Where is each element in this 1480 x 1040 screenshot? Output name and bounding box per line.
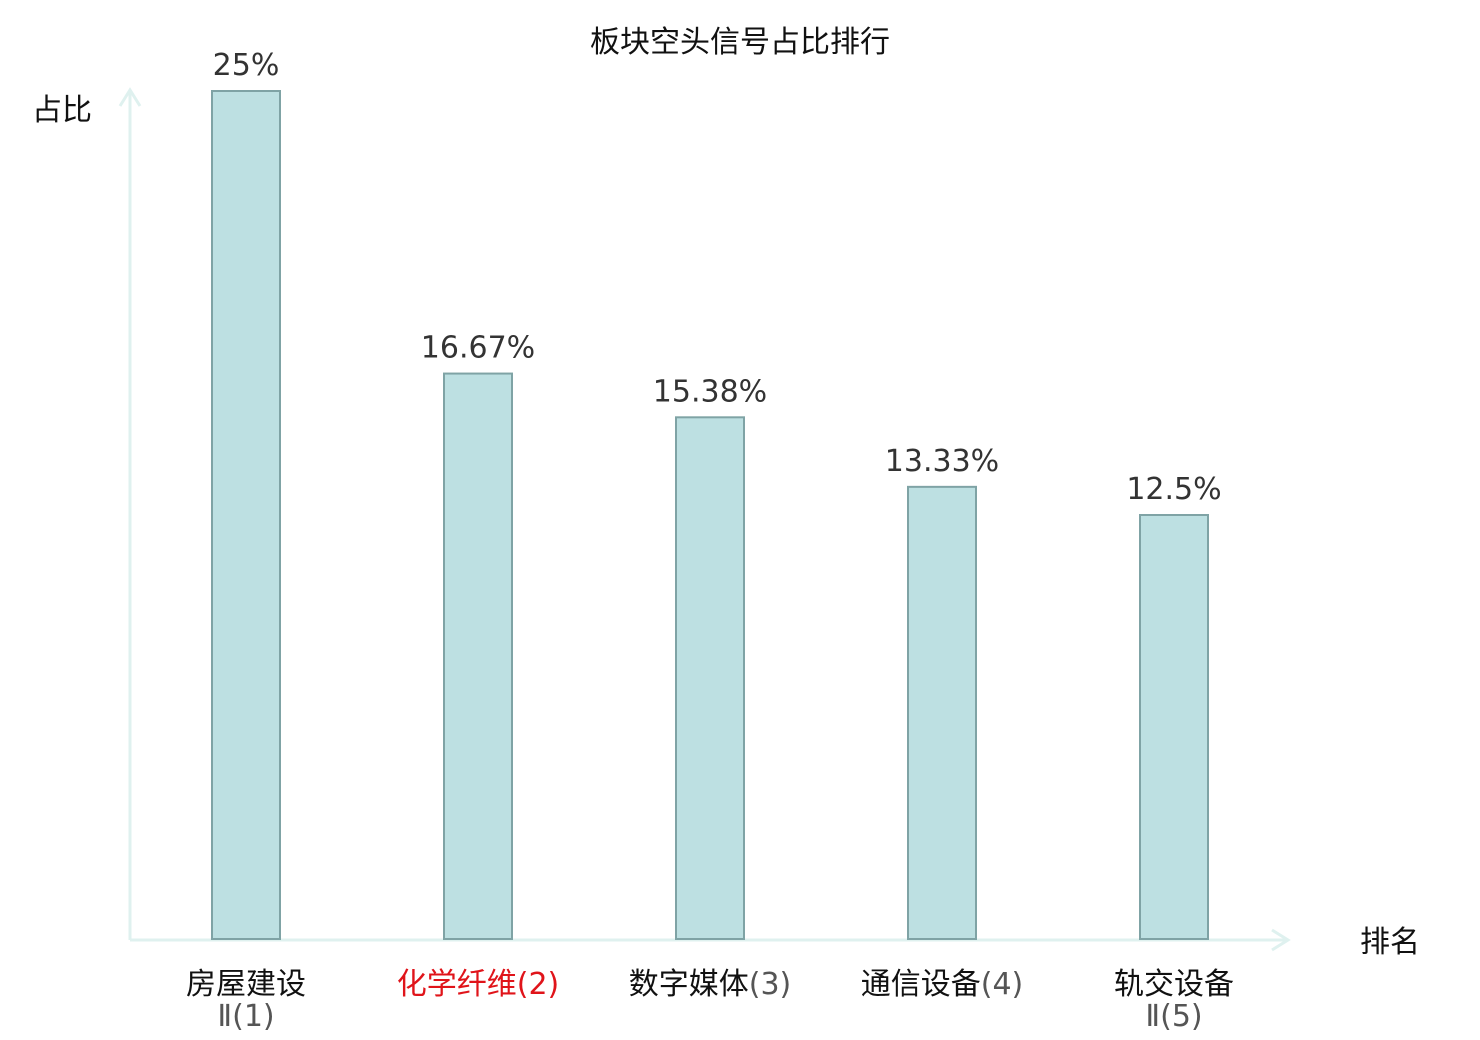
- bar-value-label: 13.33%: [885, 444, 999, 479]
- category-rank: Ⅱ(5): [1145, 999, 1202, 1034]
- x-tick-label: 化学纤维(2): [397, 967, 560, 1002]
- category-rank: (2): [517, 967, 560, 1002]
- category-name: 房屋建设: [186, 967, 306, 1002]
- x-tick-label: 房屋建设: [186, 967, 306, 1002]
- bar: [1139, 514, 1209, 940]
- bar-value-label: 25%: [213, 48, 280, 83]
- category-rank: (3): [749, 967, 792, 1002]
- bar: [907, 485, 977, 940]
- y-axis-arrow: [118, 87, 142, 107]
- bar: [211, 90, 281, 940]
- category-name: 轨交设备: [1114, 967, 1234, 1002]
- category-rank: (4): [981, 967, 1024, 1002]
- x-tick-label: 通信设备(4): [861, 967, 1024, 1002]
- x-tick-label: 轨交设备: [1114, 967, 1234, 1002]
- bar: [675, 416, 745, 940]
- category-name: 数字媒体: [629, 967, 749, 1002]
- category-name: 化学纤维: [397, 967, 517, 1002]
- y-axis-label: 占比: [32, 93, 92, 128]
- x-axis-label: 排名: [1360, 925, 1420, 960]
- bar-value-label: 15.38%: [653, 374, 767, 409]
- category-rank: Ⅱ(1): [217, 999, 274, 1034]
- bar-value-label: 16.67%: [421, 331, 535, 366]
- x-tick-label: 数字媒体(3): [629, 967, 792, 1002]
- bar-value-label: 12.5%: [1126, 472, 1221, 507]
- x-axis-arrow: [1271, 928, 1291, 952]
- chart-title: 板块空头信号占比排行: [590, 25, 890, 60]
- category-name: 通信设备: [861, 967, 981, 1002]
- bar: [443, 372, 513, 940]
